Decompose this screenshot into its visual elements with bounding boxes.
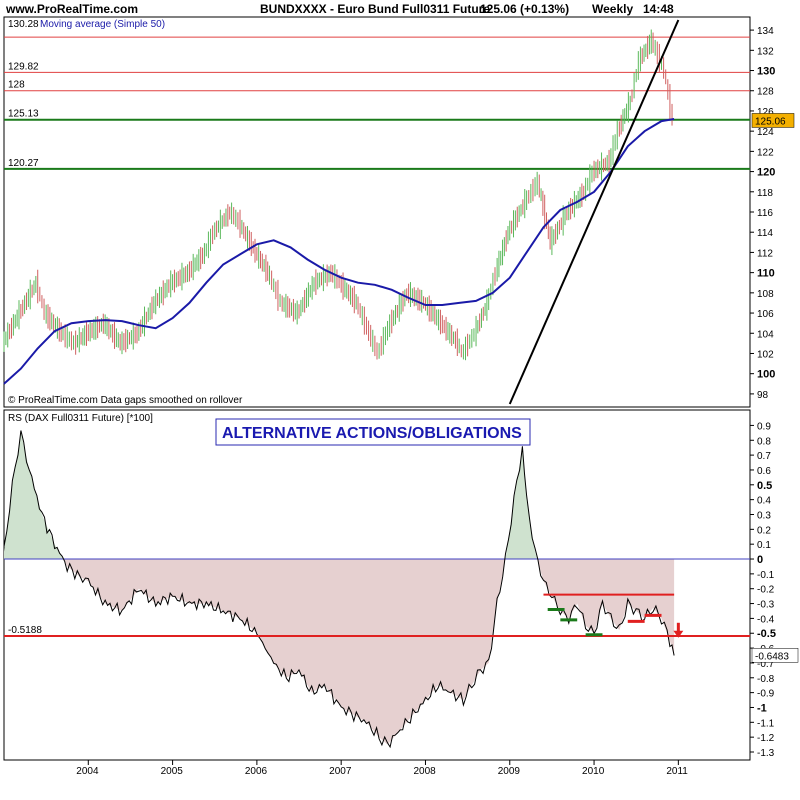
x-tick-label: 2007 [329, 766, 352, 777]
price-bars [3, 29, 673, 361]
y-tick-label: 122 [757, 147, 774, 158]
rs-y-tick-label: -1.3 [757, 748, 775, 759]
y-tick-label: 108 [757, 289, 774, 300]
rs-y-tick-label: -0.4 [757, 614, 775, 625]
y-tick-label: 124 [757, 127, 774, 138]
x-tick-label: 2005 [161, 766, 184, 777]
x-tick-label: 2010 [582, 766, 605, 777]
rs-y-tick-label: 0.9 [757, 421, 771, 432]
quote-label: 125.06 (+0.13%) [480, 2, 569, 16]
rs-negative-area [63, 559, 675, 745]
rs-current-label: -0.6483 [755, 651, 789, 662]
rs-layer: -0.5188 0.9 0.8 0.7 0.6 0.5 0.4 0.3 0.2 0.1 0 -0.1 -… [3, 421, 799, 759]
rs-y-tick-label: -0.7 [757, 659, 775, 670]
price-footer-note: © ProRealTime.com Data gaps smoothed on … [8, 395, 243, 406]
y-tick-label: 134 [757, 26, 774, 37]
x-tick-label: 2011 [666, 766, 688, 777]
price-subtitle-prefix: 130.28 [8, 19, 39, 30]
rs-y-tick-label: 0.6 [757, 466, 771, 477]
annotation-text: ALTERNATIVE ACTIONS/OBLIGATIONS [222, 425, 522, 442]
x-tick-label: 2008 [413, 766, 436, 777]
y-tick-label: 130 [757, 66, 775, 78]
y-tick-label: 116 [757, 208, 773, 219]
chart-title: BUNDXXXX - Euro Bund Full0311 Future [260, 2, 490, 16]
y-tick-label: 110 [757, 268, 775, 280]
rs-positive-area [4, 432, 538, 559]
trendline [508, 19, 680, 405]
time-label: 14:48 [643, 2, 674, 16]
moving-average-line [3, 118, 675, 385]
rs-y-tick-label: -0.2 [757, 585, 775, 596]
level-label: 120.27 [8, 158, 39, 169]
y-tick-label: 114 [757, 228, 773, 239]
y-tick-label: 112 [757, 248, 773, 259]
rs-y-tick-label: -0.1 [757, 570, 775, 581]
level-label: 129.82 [8, 61, 39, 72]
y-tick-label: 106 [757, 309, 774, 320]
rs-y-tick-label: 0.3 [757, 510, 771, 521]
x-tick-label: 2009 [498, 766, 521, 777]
rs-y-tick-label: -0.5 [757, 628, 776, 640]
rs-y-tick-label: -0.8 [757, 674, 775, 685]
site-label: www.ProRealTime.com [5, 2, 138, 16]
rs-y-tick-label: 0.7 [757, 451, 771, 462]
x-tick-label: 2006 [245, 766, 268, 777]
y-tick-label: 98 [757, 390, 769, 401]
rs-y-tick-label: 0.1 [757, 540, 771, 551]
current-price-label: 125.06 [755, 116, 786, 127]
annotation-box [215, 418, 531, 446]
rs-level-label: -0.5188 [8, 625, 42, 636]
y-tick-label: 100 [757, 369, 775, 381]
rs-y-tick-label: 0.5 [757, 480, 772, 492]
y-tick-label: 102 [757, 349, 774, 360]
rs-y-tick-label: 0.4 [757, 496, 771, 507]
price-layer: 129.82 128 125.13 120.27 98 100 102 104 106 108 11… [3, 19, 795, 405]
rs-line [3, 430, 675, 749]
y-tick-label: 128 [757, 87, 774, 98]
ma-legend-label: Moving average (Simple 50) [40, 19, 165, 30]
rs-y-tick-label: 0 [757, 554, 763, 566]
rs-y-tick-label: -0.3 [757, 600, 775, 611]
rs-subtitle: RS (DAX Full0311 Future) [*100] [8, 413, 153, 424]
y-tick-label: 104 [757, 329, 774, 340]
period-label: Weekly [592, 2, 633, 16]
level-label: 125.13 [8, 109, 39, 120]
rs-y-tick-label: -0.9 [757, 689, 775, 700]
current-price-badge [751, 113, 795, 128]
rs-y-tick-label: -1.1 [757, 718, 775, 729]
rs-panel [3, 409, 751, 761]
rs-current-badge [751, 648, 799, 663]
rs-y-tick-label: -1 [757, 702, 767, 714]
y-tick-label: 132 [757, 46, 774, 57]
down-arrow-head-icon [673, 630, 684, 638]
x-tick-label: 2004 [76, 766, 99, 777]
rs-y-tick-label: -1.2 [757, 733, 775, 744]
x-axis: 2004 2005 2006 2007 2008 2009 2010 2011 [76, 760, 688, 777]
y-tick-label: 120 [757, 167, 775, 179]
level-label: 128 [8, 80, 25, 91]
rs-y-tick-label: 0.2 [757, 525, 771, 536]
rs-y-tick-label: 0.8 [757, 436, 771, 447]
y-tick-label: 118 [757, 188, 773, 199]
y-tick-label: 126 [757, 107, 774, 118]
